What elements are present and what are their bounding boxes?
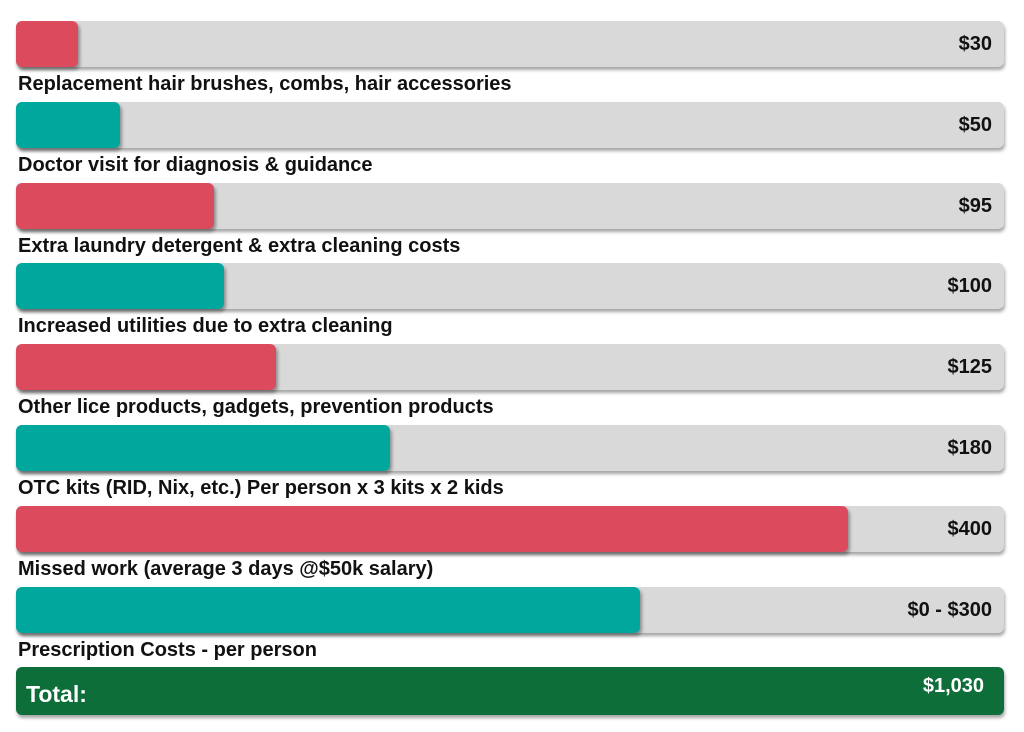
bar-fill [16, 21, 78, 67]
bar-fill [16, 183, 214, 229]
bar-category-label: Prescription Costs - per person [18, 639, 317, 661]
bar-fill [16, 344, 276, 390]
bar-category-label: Missed work (average 3 days @$50k salary… [18, 558, 434, 580]
bar-fill [16, 263, 224, 309]
bar-track [16, 102, 1004, 148]
bar-track [16, 425, 1004, 471]
total-label: Total: [26, 681, 87, 707]
bar-value-label: $180 [947, 437, 993, 459]
total-value: $1,030 [922, 675, 984, 697]
bar-category-label: Replacement hair brushes, combs, hair ac… [18, 73, 512, 95]
bar-value-label: $0 - $300 [907, 599, 992, 621]
bar-track [16, 183, 1004, 229]
bar-category-label: Doctor visit for diagnosis & guidance [18, 154, 373, 176]
bar-value-label: $95 [958, 195, 992, 217]
bar-value-label: $100 [947, 275, 993, 297]
bar-track [16, 587, 1004, 633]
bar-value-label: $50 [958, 114, 992, 136]
bar-category-label: OTC kits (RID, Nix, etc.) Per person x 3… [18, 477, 504, 499]
bar-value-label: $400 [947, 518, 993, 540]
bar-track [16, 344, 1004, 390]
bar-track [16, 21, 1004, 67]
bar-value-label: $30 [958, 33, 992, 55]
bar-fill [16, 102, 120, 148]
bar-fill [16, 506, 848, 552]
bar-category-label: Increased utilities due to extra cleanin… [18, 315, 393, 337]
bar-category-label: Extra laundry detergent & extra cleaning… [18, 235, 461, 257]
total-bar: Total: $1,030 [16, 667, 1004, 715]
bar-track [16, 263, 1004, 309]
bar-category-label: Other lice products, gadgets, prevention… [18, 396, 494, 418]
bar-track [16, 506, 1004, 552]
bar-value-label: $125 [947, 356, 993, 378]
bar-fill [16, 425, 390, 471]
bar-fill [16, 587, 640, 633]
